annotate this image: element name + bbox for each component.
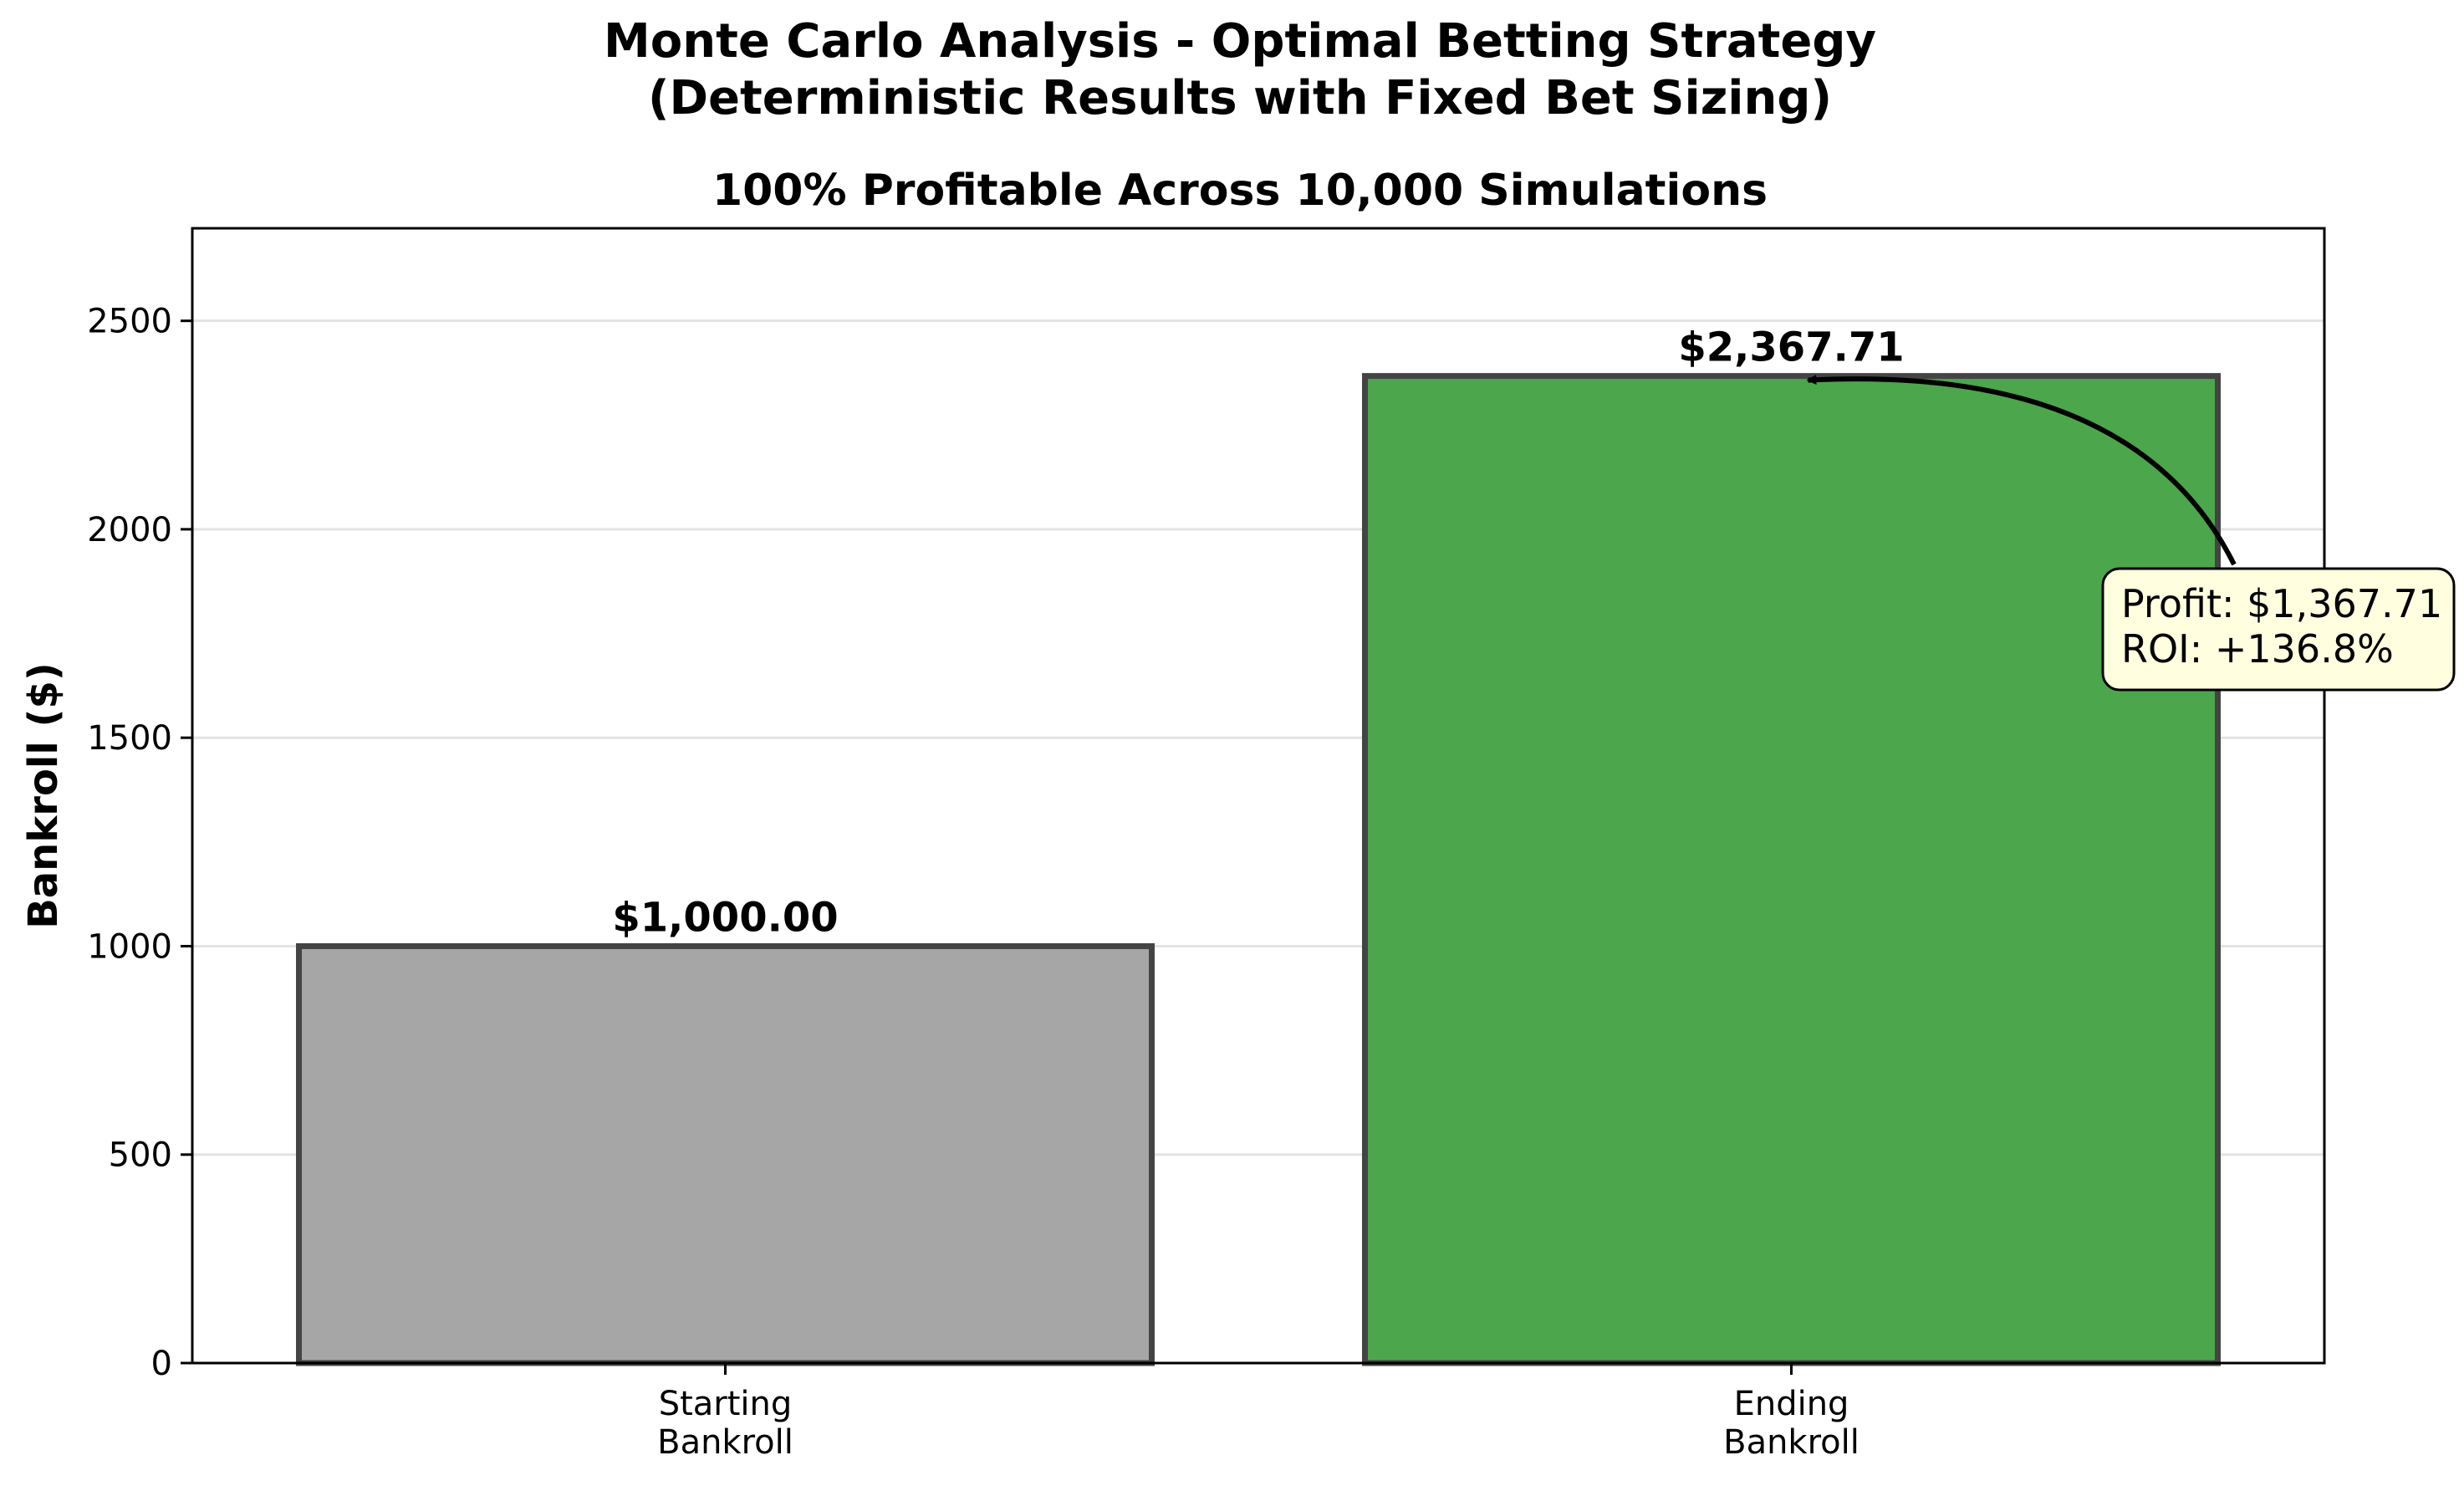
y-axis-label: Bankroll ($) [20, 662, 67, 929]
annotation-arrow [1806, 375, 2237, 566]
y-tick-label: 0 [151, 1345, 172, 1383]
chart-title-line2: (Deterministic Results with Fixed Bet Si… [648, 71, 1832, 125]
bars [296, 373, 2221, 1366]
y-tick-label: 500 [109, 1136, 172, 1175]
x-tick-label: Bankroll [657, 1423, 793, 1462]
annotation-roi-text: ROI: +136.8% [2121, 626, 2394, 671]
bar [296, 942, 1155, 1366]
bar [1362, 373, 2221, 1366]
x-tick-label: Bankroll [1723, 1423, 1859, 1462]
y-tick-label: 2000 [87, 511, 172, 549]
chart-title-line1: Monte Carlo Analysis - Optimal Betting S… [604, 14, 1876, 69]
y-tick-label: 1500 [87, 719, 172, 758]
bar-value-label: $2,367.71 [1678, 324, 1904, 371]
annotation-profit-text: Profit: $1,367.71 [2121, 581, 2442, 626]
bar-value-label: $1,000.00 [612, 894, 838, 941]
y-tick-label: 2500 [87, 303, 172, 341]
value-labels: $1,000.00 $2,367.71 [612, 324, 1904, 942]
profit-annotation: Profit: $1,367.71 ROI: +136.8% [1806, 375, 2456, 692]
x-tick-label: Ending [1734, 1385, 1849, 1423]
y-axis: 0 500 1000 1500 2000 2500 [87, 303, 192, 1383]
x-tick-label: Starting [659, 1385, 793, 1423]
annotation-box [2101, 567, 2456, 692]
chart-subtitle: 100% Profitable Across 10,000 Simulation… [712, 166, 1768, 216]
plot-area-frame [191, 227, 2326, 1365]
y-tick-label: 1000 [87, 927, 172, 966]
